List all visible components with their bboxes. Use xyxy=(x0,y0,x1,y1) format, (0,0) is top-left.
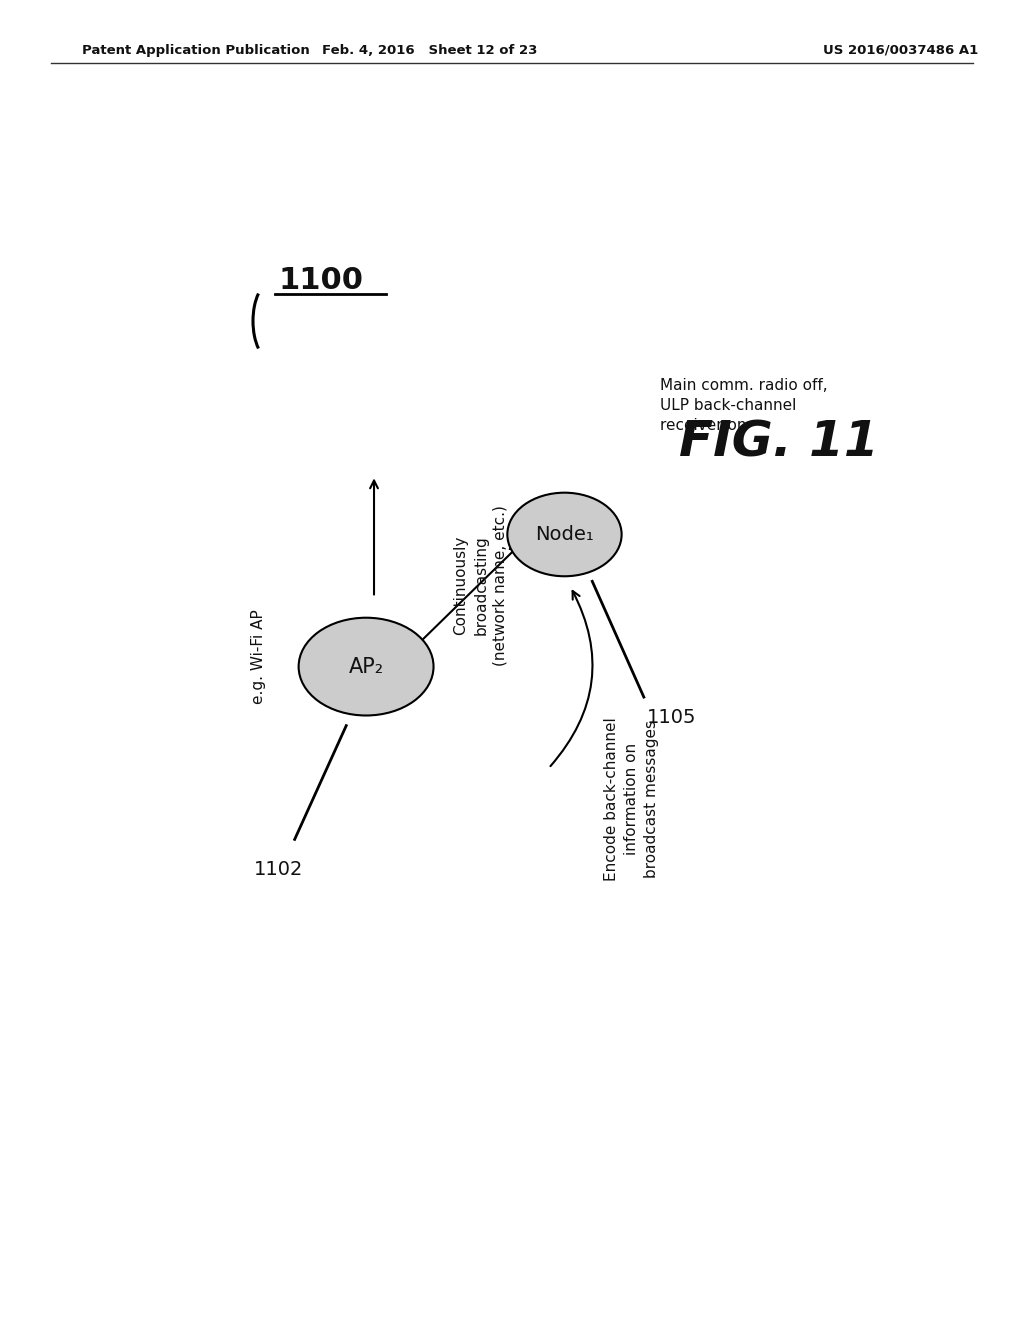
FancyArrowPatch shape xyxy=(551,591,593,766)
Text: Continuously
broadcasting
(network name, etc.): Continuously broadcasting (network name,… xyxy=(454,504,508,665)
Ellipse shape xyxy=(299,618,433,715)
Text: Feb. 4, 2016   Sheet 12 of 23: Feb. 4, 2016 Sheet 12 of 23 xyxy=(323,44,538,57)
Ellipse shape xyxy=(507,492,622,577)
Text: 1100: 1100 xyxy=(279,265,364,294)
Text: AP₂: AP₂ xyxy=(348,656,384,677)
Text: Node₁: Node₁ xyxy=(536,525,594,544)
Text: Patent Application Publication: Patent Application Publication xyxy=(82,44,309,57)
Text: 1105: 1105 xyxy=(647,708,696,727)
Text: e.g. Wi-Fi AP: e.g. Wi-Fi AP xyxy=(252,609,266,704)
Text: Main comm. radio off,
ULP back-channel
receiver on: Main comm. radio off, ULP back-channel r… xyxy=(659,379,827,433)
Text: Encode back-channel
information on
broadcast messages: Encode back-channel information on broad… xyxy=(604,717,658,880)
Text: 1102: 1102 xyxy=(254,861,303,879)
Text: FIG. 11: FIG. 11 xyxy=(679,418,879,467)
Text: US 2016/0037486 A1: US 2016/0037486 A1 xyxy=(823,44,979,57)
